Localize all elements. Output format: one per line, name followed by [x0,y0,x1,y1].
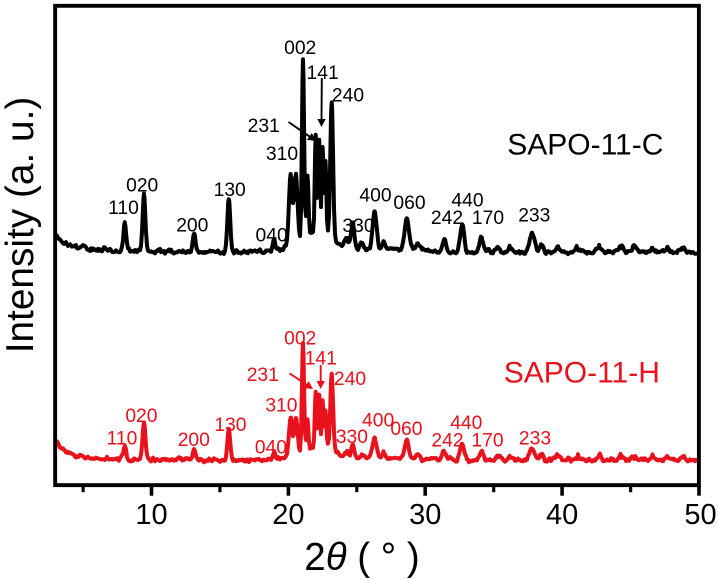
svg-text:50: 50 [684,499,716,531]
svg-text:200: 200 [178,430,210,451]
svg-text:040: 040 [256,226,288,247]
svg-text:20: 20 [272,499,304,531]
svg-text:002: 002 [284,38,316,59]
svg-text:SAPO-11-H: SAPO-11-H [504,356,660,389]
svg-text:141: 141 [305,348,337,369]
svg-text:060: 060 [393,193,425,214]
svg-text:130: 130 [214,180,246,201]
svg-text:30: 30 [409,499,441,531]
svg-text:Intensity (a. u.): Intensity (a. u.) [0,97,42,354]
svg-text:SAPO-11-C: SAPO-11-C [507,129,663,162]
svg-text:170: 170 [471,431,503,452]
svg-text:242: 242 [431,208,463,229]
svg-text:240: 240 [332,86,364,107]
svg-text:400: 400 [359,186,391,207]
svg-text:040: 040 [255,437,287,458]
svg-text:310: 310 [265,396,297,417]
svg-text:233: 233 [518,206,550,227]
svg-text:110: 110 [107,428,138,449]
svg-text:40: 40 [546,499,578,531]
svg-text:2θ ( ° ): 2θ ( ° ) [304,536,419,579]
svg-text:233: 233 [519,429,551,450]
svg-text:310: 310 [266,144,298,165]
svg-text:242: 242 [431,431,463,452]
svg-text:440: 440 [450,413,482,434]
svg-text:240: 240 [334,369,366,390]
svg-text:060: 060 [390,419,422,440]
svg-text:020: 020 [126,176,158,197]
svg-text:330: 330 [342,216,374,237]
svg-text:110: 110 [108,198,139,219]
svg-text:141: 141 [307,63,339,84]
svg-text:130: 130 [214,415,246,436]
svg-text:440: 440 [451,191,483,212]
svg-text:231: 231 [248,116,280,137]
svg-text:400: 400 [362,411,394,432]
svg-text:231: 231 [247,365,279,386]
svg-text:330: 330 [336,427,368,448]
svg-text:170: 170 [472,208,504,229]
svg-text:020: 020 [125,406,157,427]
svg-text:200: 200 [176,215,208,236]
svg-text:10: 10 [135,499,167,531]
svg-text:002: 002 [284,329,316,350]
